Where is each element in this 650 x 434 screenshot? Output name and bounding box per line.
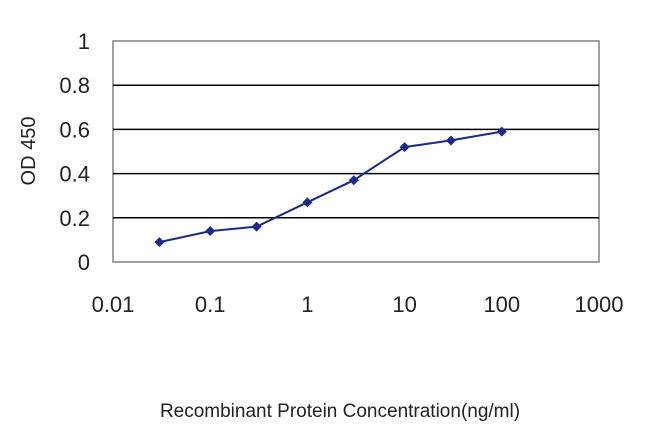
data-point bbox=[399, 142, 410, 153]
y-tick-label: 0.6 bbox=[59, 117, 90, 142]
series-layer bbox=[154, 126, 507, 248]
y-tick-label: 0.4 bbox=[59, 162, 90, 187]
x-axis-title: Recombinant Protein Concentration(ng/ml) bbox=[160, 401, 520, 422]
x-axis-ticks: 0.01 0.1 1 10 100 1000 bbox=[92, 292, 624, 317]
data-point bbox=[496, 126, 507, 137]
y-tick-label: 1 bbox=[78, 29, 90, 54]
y-axis-title: OD 450 bbox=[18, 117, 40, 186]
x-tick-label: 0.01 bbox=[92, 292, 135, 317]
y-tick-label: 0 bbox=[78, 250, 90, 275]
y-axis-ticks: 0 0.2 0.4 0.6 0.8 1 bbox=[59, 29, 90, 275]
x-tick-label: 0.1 bbox=[195, 292, 226, 317]
data-point bbox=[445, 135, 456, 146]
data-point bbox=[348, 175, 359, 186]
series-line bbox=[159, 130, 502, 244]
data-point bbox=[205, 226, 216, 237]
gridlines bbox=[113, 84, 599, 219]
x-tick-label: 1 bbox=[301, 292, 313, 317]
y-tick-label: 0.2 bbox=[59, 206, 90, 231]
y-tick-label: 0.8 bbox=[59, 73, 90, 98]
x-tick-label: 10 bbox=[392, 292, 416, 317]
data-point bbox=[154, 237, 165, 248]
data-point bbox=[251, 221, 262, 232]
plot-area bbox=[112, 40, 600, 263]
x-tick-label: 1000 bbox=[575, 292, 624, 317]
data-point bbox=[302, 197, 313, 208]
x-tick-label: 100 bbox=[483, 292, 520, 317]
